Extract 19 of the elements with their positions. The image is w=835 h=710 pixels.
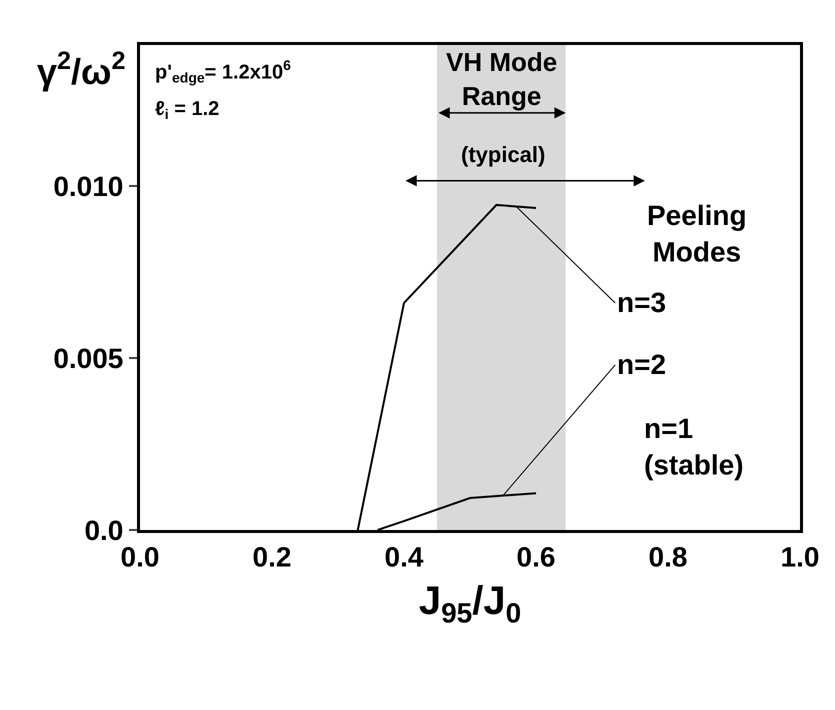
x-tick-label: 0.0: [120, 542, 160, 573]
text: n=2: [617, 349, 666, 380]
annotation: (typical): [461, 142, 546, 167]
x-axis-title: J$_{95}$/J$_{0}$: [418, 579, 522, 628]
x-tick-label: 0.6: [516, 542, 556, 573]
x-tick-label: 0.8: [648, 542, 688, 573]
x-tick-label: 0.2: [252, 542, 292, 573]
x-tick-label: 1.0: [780, 542, 820, 573]
text: n=3: [617, 287, 666, 318]
y-tick-label: 0.0: [84, 514, 124, 546]
y-axis-title: γ$^{2}$/ω$^{2}$: [37, 47, 126, 92]
band-label: VH Mode Range: [446, 47, 558, 111]
annotation: Peeling Modes: [647, 200, 747, 268]
x-tick-label: 0.4: [384, 542, 424, 573]
annotation: n=1 (stable): [644, 413, 744, 480]
annotation: p'$_{edge}$= 1.2x10$^{6}$: [155, 57, 292, 86]
y-tick-label: 0.005: [53, 342, 124, 374]
y-tick-label: 0.010: [53, 170, 124, 202]
annotation: ℓ$_{i}$ = 1.2: [155, 98, 220, 122]
